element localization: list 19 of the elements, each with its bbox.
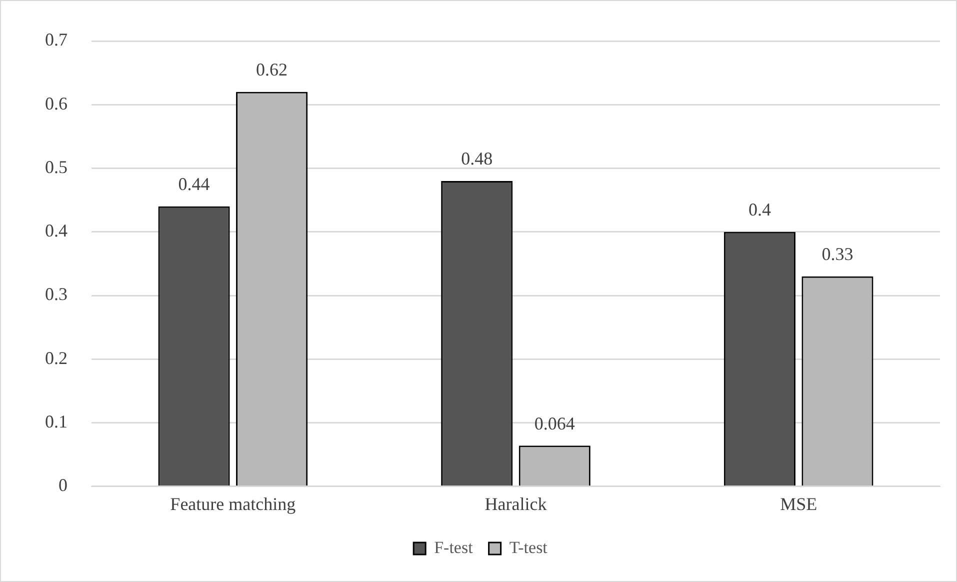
x-tick-label: MSE — [780, 494, 818, 514]
x-tick-label: Haralick — [484, 494, 547, 514]
y-tick-label: 0.7 — [45, 30, 68, 50]
y-tick-label: 0.2 — [45, 348, 68, 368]
y-tick-label: 0.5 — [45, 156, 68, 177]
data-label: 0.44 — [178, 174, 210, 194]
y-tick-label: 0.3 — [45, 284, 68, 304]
data-label: 0.48 — [461, 148, 493, 169]
legend-label: F-test — [434, 538, 474, 557]
x-tick-label: Feature matching — [170, 494, 296, 514]
data-label: 0.4 — [748, 200, 771, 220]
legend-label: T-test — [509, 538, 548, 557]
data-label: 0.064 — [534, 413, 575, 434]
y-tick-label: 0.1 — [45, 412, 68, 432]
data-label: 0.62 — [256, 60, 288, 80]
data-label: 0.33 — [822, 244, 854, 264]
y-tick-label: 0.6 — [45, 93, 68, 114]
y-tick-label: 0.4 — [45, 220, 68, 241]
y-tick-label: 0 — [58, 475, 68, 496]
